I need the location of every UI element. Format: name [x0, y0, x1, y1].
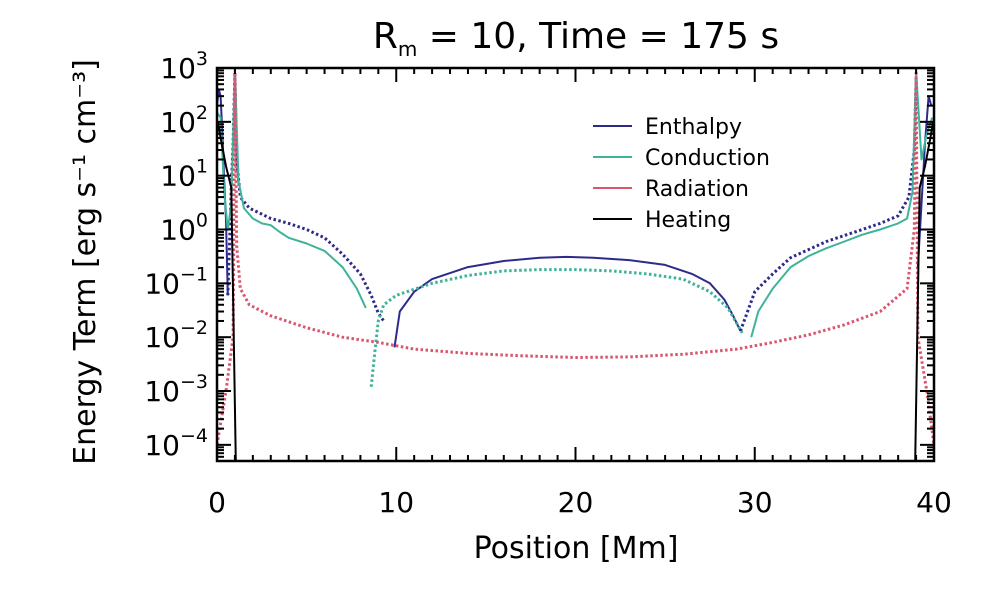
- y-tick-labels: 103 102 101 100 10−1 10−2 10−3 10−4: [144, 48, 208, 462]
- series-radiation-line-0: [217, 71, 934, 446]
- series-conduction-line-2: [750, 69, 934, 338]
- y-tick-label: 10−1: [144, 263, 208, 300]
- y-tick-label: 102: [160, 102, 208, 139]
- y-tick-label: 100: [160, 210, 208, 247]
- legend-label-radiation: Radiation: [645, 177, 749, 202]
- legend-label-heating: Heating: [645, 208, 731, 233]
- series-conduction-line-1: [369, 268, 744, 387]
- series-enthalpy-line-4: [738, 79, 918, 332]
- chart-title: Rm = 10, Time = 175 s: [373, 16, 779, 61]
- x-tick-label: 10: [378, 486, 414, 519]
- plot-frame: [215, 66, 936, 463]
- series-heating-line-1: [914, 121, 934, 461]
- series-layer: [217, 69, 934, 461]
- x-tick-label: 40: [916, 486, 952, 519]
- y-tick-label: 10−4: [144, 425, 208, 462]
- y-tick-label: 10−2: [144, 317, 208, 354]
- y-tick-label: 101: [160, 156, 208, 193]
- series-conduction-line-0: [217, 69, 367, 309]
- ticks-layer: [216, 67, 935, 461]
- series-enthalpy-line-3: [393, 255, 742, 348]
- series-heating-line-0: [217, 121, 237, 461]
- legend-label-conduction: Conduction: [645, 146, 770, 171]
- y-tick-label: 103: [160, 48, 208, 85]
- x-tick-label: 30: [737, 486, 773, 519]
- y-tick-label: 10−3: [144, 371, 208, 408]
- series-enthalpy-line-2: [233, 73, 385, 322]
- legend: Enthalpy Conduction Radiation Heating: [593, 115, 770, 233]
- x-axis-label: Position [Mm]: [474, 531, 679, 566]
- x-tick-label: 0: [208, 486, 226, 519]
- y-axis-label: Energy Term [erg s⁻¹ cm⁻³]: [68, 59, 103, 465]
- x-tick-label: 20: [558, 486, 594, 519]
- legend-label-enthalpy: Enthalpy: [645, 115, 742, 140]
- x-tick-labels: 0 10 20 30 40: [208, 486, 952, 519]
